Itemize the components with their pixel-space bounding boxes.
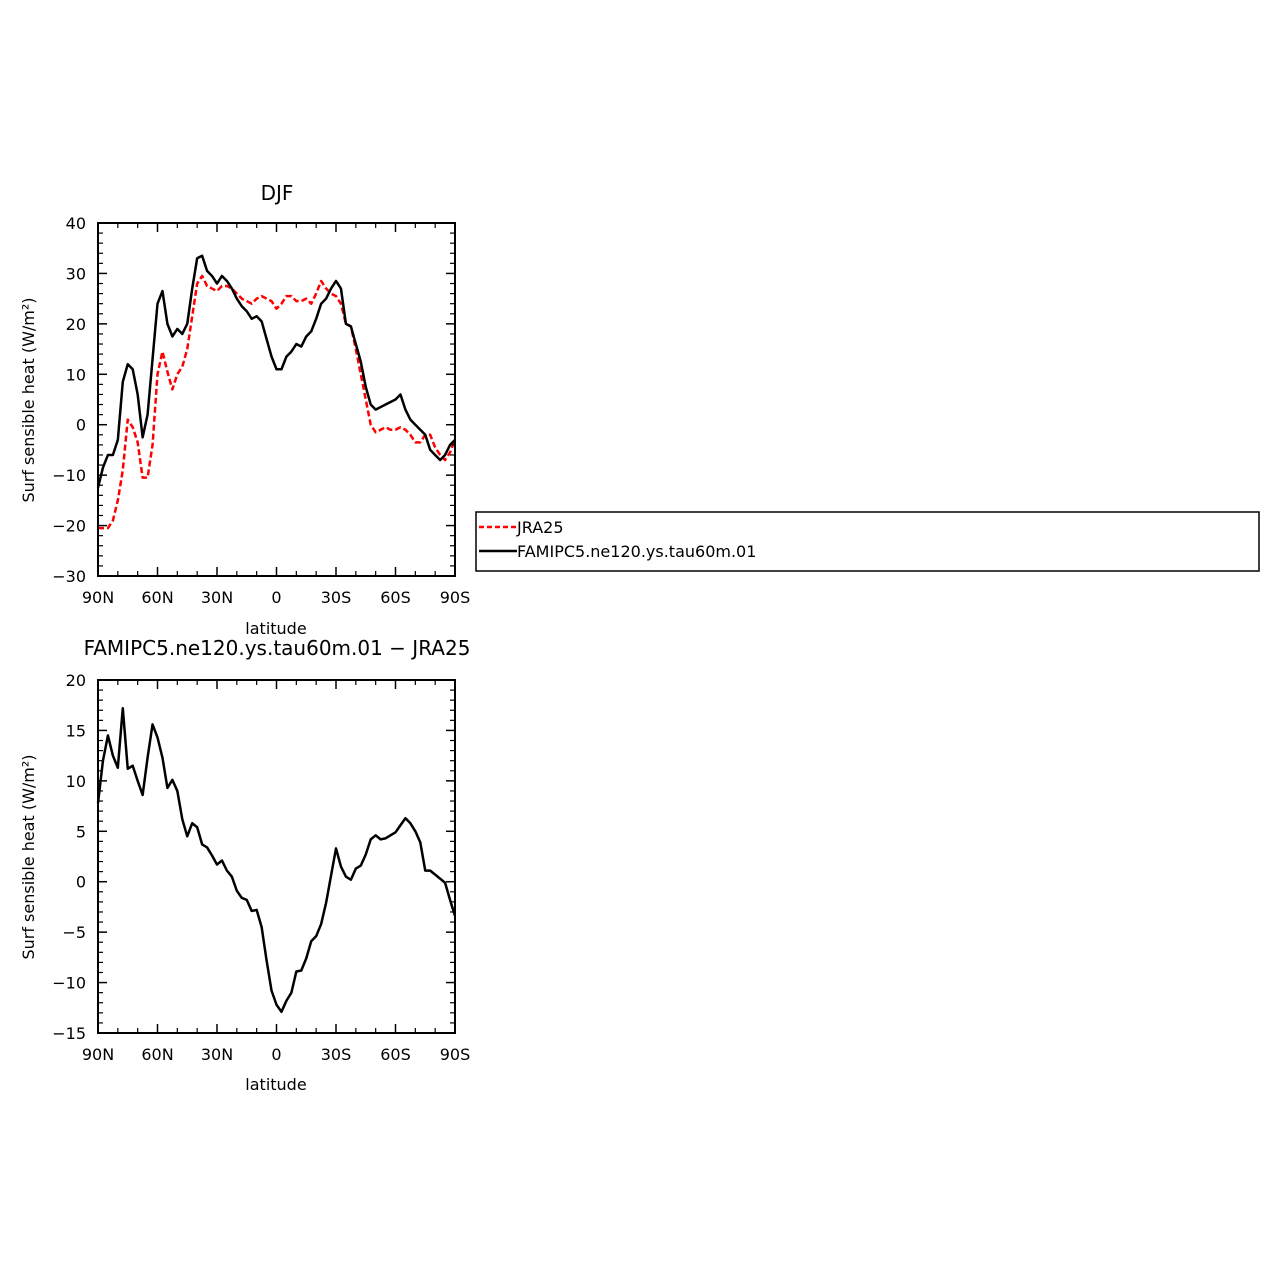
panel1-y-axis-label: Surf sensible heat (W/m²) bbox=[19, 297, 38, 502]
legend: JRA25 FAMIPC5.ne120.ys.tau60m.01 bbox=[475, 511, 1260, 572]
panel1-x-axis-label: latitude bbox=[245, 619, 306, 638]
panel1-y-tick-label: 10 bbox=[66, 365, 86, 384]
panel2-x-tick-label: 0 bbox=[271, 1045, 281, 1064]
panel1-y-tick-label: −20 bbox=[52, 517, 86, 536]
panel2-x-tick-label: 30N bbox=[201, 1045, 233, 1064]
panel2-y-tick-label: 5 bbox=[76, 822, 86, 841]
panel1-series-line-1 bbox=[96, 254, 456, 489]
legend-label-famipc5: FAMIPC5.ne120.ys.tau60m.01 bbox=[517, 542, 756, 561]
panel2-x-tick-label: 90N bbox=[82, 1045, 114, 1064]
panel-djf: DJF 90N 60N 30N 0 30S 60S 90S −30 −20 −10 0 10 20 30 4… bbox=[19, 181, 470, 638]
panel1-series-line-0 bbox=[98, 274, 457, 530]
panel2-series-line-0 bbox=[96, 706, 457, 1014]
panel1-y-tick-label: 30 bbox=[66, 264, 86, 283]
panel2-title: FAMIPC5.ne120.ys.tau60m.01 − JRA25 bbox=[84, 636, 471, 660]
panel1-x-tick-label: 30S bbox=[321, 588, 352, 607]
panel2-x-tick-label: 60N bbox=[141, 1045, 173, 1064]
legend-box bbox=[475, 511, 1260, 572]
panel2-ticks: 90N 60N 30N 0 30S 60S 90S −15 −10 −5 0 5 10 15 20 bbox=[52, 671, 470, 1064]
panel1-x-tick-label: 0 bbox=[271, 588, 281, 607]
panel1-series-group bbox=[96, 254, 457, 530]
legend-label-jra25: JRA25 bbox=[516, 518, 564, 537]
panel1-y-tick-label: 40 bbox=[66, 214, 86, 233]
panel2-y-tick-label: −15 bbox=[52, 1024, 86, 1043]
panel1-x-tick-label: 60S bbox=[380, 588, 411, 607]
panel2-x-tick-label: 90S bbox=[440, 1045, 471, 1064]
panel-difference: FAMIPC5.ne120.ys.tau60m.01 − JRA25 90N 60… bbox=[19, 636, 470, 1094]
panel1-y-tick-label: 20 bbox=[66, 315, 86, 334]
panel1-y-tick-label: 0 bbox=[76, 416, 86, 435]
panel2-y-tick-label: −5 bbox=[62, 923, 86, 942]
panel2-y-tick-label: −10 bbox=[52, 974, 86, 993]
panel2-x-axis-label: latitude bbox=[245, 1075, 306, 1094]
panel1-ticks: 90N 60N 30N 0 30S 60S 90S −30 −20 −10 0 10 20 30 40 bbox=[52, 214, 470, 607]
panel1-x-tick-label: 90N bbox=[82, 588, 114, 607]
panel2-y-tick-label: 15 bbox=[66, 721, 86, 740]
panel1-y-tick-label: −30 bbox=[52, 567, 86, 586]
panel2-y-axis-label: Surf sensible heat (W/m²) bbox=[19, 754, 38, 959]
panel2-y-tick-label: 20 bbox=[66, 671, 86, 690]
panel2-y-tick-label: 0 bbox=[76, 873, 86, 892]
panel1-title: DJF bbox=[261, 181, 294, 205]
panel2-y-tick-label: 10 bbox=[66, 772, 86, 791]
panel1-x-tick-label: 60N bbox=[141, 588, 173, 607]
panel1-y-tick-label: −10 bbox=[52, 466, 86, 485]
panel2-x-tick-label: 30S bbox=[321, 1045, 352, 1064]
panel2-x-tick-label: 60S bbox=[380, 1045, 411, 1064]
panel2-series-group bbox=[96, 706, 457, 1014]
panel1-x-tick-label: 30N bbox=[201, 588, 233, 607]
panel1-x-tick-label: 90S bbox=[440, 588, 471, 607]
